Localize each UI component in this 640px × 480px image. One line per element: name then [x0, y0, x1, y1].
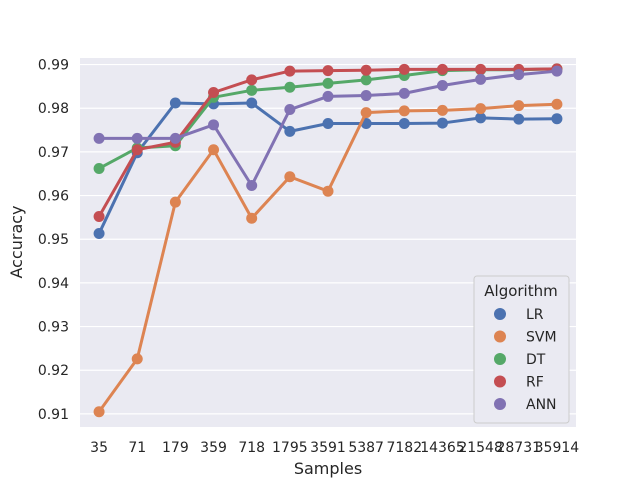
- y-ticks: 0.91 0.92 0.93 0.94 0.95 0.96 0.97 0.98 0.99: [38, 58, 69, 423]
- data-point: [93, 211, 105, 223]
- data-point: [513, 69, 525, 81]
- data-point: [246, 74, 258, 86]
- data-point: [436, 63, 448, 75]
- data-point: [208, 119, 220, 131]
- data-point: [475, 63, 487, 75]
- data-point: [284, 125, 296, 137]
- data-point: [513, 113, 525, 125]
- legend-label: SVM: [526, 330, 557, 346]
- data-point: [360, 90, 372, 102]
- data-point: [436, 104, 448, 116]
- legend-item-dt: DT: [494, 352, 546, 368]
- legend-label: LR: [526, 307, 544, 323]
- data-point: [360, 64, 372, 76]
- legend-label: RF: [526, 375, 544, 391]
- data-point: [360, 74, 372, 86]
- series-lr: [93, 97, 563, 240]
- x-tick-label: 14365: [420, 440, 465, 456]
- legend-item-lr: LR: [494, 307, 544, 323]
- legend-marker: [494, 398, 506, 410]
- x-tick-label: 359: [200, 440, 227, 456]
- legend-marker: [494, 375, 506, 388]
- data-point: [398, 87, 410, 99]
- data-point: [131, 132, 143, 144]
- data-point: [551, 113, 563, 125]
- data-point: [551, 65, 563, 77]
- y-tick-label: 0.95: [38, 232, 69, 248]
- legend-item-rf: RF: [494, 375, 544, 391]
- x-tick-label: 35914: [535, 440, 580, 456]
- x-tick-label: 21548: [458, 440, 503, 456]
- data-point: [246, 84, 258, 96]
- data-point: [322, 118, 334, 130]
- data-point: [246, 180, 258, 192]
- data-point: [208, 144, 220, 156]
- x-tick-label: 179: [162, 440, 189, 456]
- data-point: [322, 90, 334, 102]
- data-point: [169, 196, 181, 208]
- legend-item-ann: ANN: [494, 397, 557, 413]
- data-point: [284, 65, 296, 77]
- data-point: [398, 118, 410, 130]
- legend-title: Algorithm: [484, 282, 557, 300]
- x-ticks: 35 71 179 359 718 1795 3591 5387 718214365215482…: [90, 440, 579, 456]
- data-point: [551, 98, 563, 110]
- data-point: [398, 105, 410, 117]
- data-point: [436, 117, 448, 129]
- legend-marker: [494, 330, 506, 343]
- data-point: [322, 185, 334, 197]
- y-tick-label: 0.97: [38, 145, 69, 161]
- x-tick-label: 28731: [496, 440, 541, 456]
- data-point: [284, 104, 296, 116]
- y-tick-label: 0.93: [38, 320, 69, 336]
- legend-label: ANN: [526, 397, 557, 413]
- x-tick-label: 718: [238, 440, 265, 456]
- x-tick-label: 1795: [272, 440, 308, 456]
- legend-label: DT: [526, 352, 546, 368]
- series-ann: [93, 65, 563, 192]
- y-axis-label: Accuracy: [7, 205, 26, 278]
- data-point: [475, 112, 487, 124]
- x-tick-label: 71: [128, 440, 146, 456]
- data-point: [284, 81, 296, 93]
- data-point: [475, 103, 487, 115]
- data-point: [169, 97, 181, 109]
- data-point: [93, 162, 105, 174]
- data-point: [93, 406, 105, 418]
- data-point: [93, 132, 105, 144]
- data-point: [246, 97, 258, 109]
- data-point: [131, 353, 143, 365]
- x-tick-label: 3591: [310, 440, 346, 456]
- data-point: [246, 212, 258, 224]
- legend: Algorithm LR SVM DT RF ANN: [473, 275, 570, 424]
- series-svm: [93, 98, 563, 418]
- y-tick-label: 0.91: [38, 407, 69, 423]
- y-tick-label: 0.92: [38, 363, 69, 379]
- data-point: [398, 63, 410, 75]
- data-point: [208, 86, 220, 98]
- legend-item-svm: SVM: [494, 330, 557, 346]
- y-tick-label: 0.99: [38, 58, 69, 74]
- data-point: [322, 65, 334, 77]
- data-point: [284, 171, 296, 183]
- data-point: [131, 144, 143, 156]
- y-tick-label: 0.94: [38, 276, 69, 292]
- data-point: [436, 80, 448, 92]
- data-point: [322, 77, 334, 89]
- data-point: [513, 100, 525, 112]
- data-point: [475, 73, 487, 85]
- y-tick-label: 0.96: [38, 189, 69, 205]
- data-point: [93, 228, 105, 240]
- x-tick-label: 35: [90, 440, 108, 456]
- x-axis-label: Samples: [294, 459, 362, 478]
- legend-marker: [494, 353, 506, 365]
- y-tick-label: 0.98: [38, 101, 69, 117]
- x-tick-label: 5387: [348, 440, 384, 456]
- x-tick-label: 7182: [386, 440, 422, 456]
- data-point: [360, 107, 372, 119]
- legend-marker: [494, 308, 506, 320]
- data-point: [169, 132, 181, 144]
- series-layer: [93, 63, 563, 418]
